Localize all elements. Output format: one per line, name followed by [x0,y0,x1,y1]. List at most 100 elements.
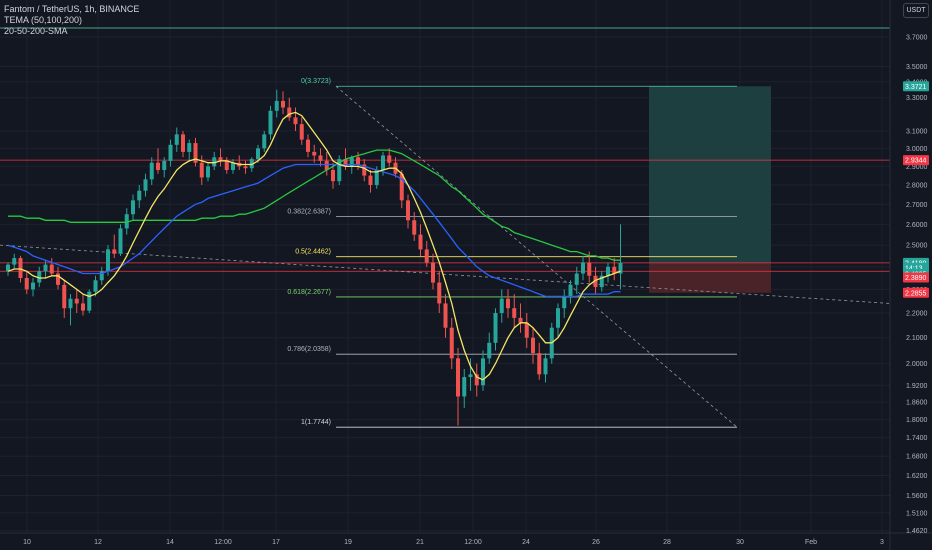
profit-zone[interactable] [649,86,771,263]
price-tag-label: 14:13 [905,265,923,272]
candle-body [606,266,610,276]
candle-body [431,262,435,283]
candle-body [406,200,410,221]
candle-body [174,134,179,145]
time-axis[interactable]: 10 12 14 12:00 17 19 21 12:00 24 26 28 30 Feb 3 [23,539,884,546]
candle-body [43,264,48,272]
candle-body [74,298,79,304]
trend-lines[interactable] [0,85,891,428]
candle-body [487,342,492,359]
candle-body [168,144,173,161]
time-axis-bg[interactable] [0,533,932,550]
candle-body [599,275,604,288]
indicator-sma[interactable]: 20-50-200-SMA [4,26,68,36]
candle-body [593,275,598,288]
price-tag-bg [903,81,929,92]
fib-level-label: 0.618(2.2677) [287,289,331,296]
price-tick-label: 2.7000 [906,202,928,209]
candle-body [287,107,292,118]
candle-body [437,282,442,304]
candle-body [337,159,342,182]
price-tag-bg [903,155,929,166]
price-tick-label: 1.8000 [906,417,928,424]
candle-body [6,264,10,272]
candle-body [31,282,35,290]
candle-body [537,353,542,375]
candle-body [499,298,504,314]
candle-body [381,155,385,171]
candle-body [206,166,210,178]
time-tick-label: 26 [592,539,600,546]
candle-body [412,220,417,235]
candle-body [374,170,379,185]
time-tick-label: 14 [166,539,174,546]
candle-body [162,160,167,171]
price-tag-bg [903,287,929,298]
candle-body [243,166,248,169]
candle-body [462,377,467,397]
price-tick-label: 2.8000 [906,182,928,189]
price-tick-label: 1.6200 [906,473,928,480]
indicator-tema[interactable]: TEMA (50,100,200) [4,15,83,25]
candlesticks [6,89,623,426]
candle-body [331,170,335,182]
price-tick-label: 3.7000 [906,35,928,42]
candle-body [87,291,92,311]
price-tick-label: 1.6800 [906,454,928,461]
trend-line-support [0,244,891,304]
price-tick-label: 2.6000 [906,222,928,229]
fib-level-label: 1(1.7744) [301,419,331,426]
candle-body [143,179,148,191]
candle-body [531,337,535,354]
candle-body [587,262,592,276]
candle-body [124,214,129,229]
price-tag-label: 3.3721 [905,84,927,91]
fib-level-label: 0(3.3723) [301,78,331,85]
candle-body [218,157,223,161]
candle-body [18,258,23,279]
candle-body [68,298,73,309]
candle-body [187,143,192,152]
fib-level-label: 0.5(2.4462) [295,249,331,256]
symbol-title[interactable]: Fantom / TetherUS, 1h, BINANCE [4,4,140,14]
price-tick-label: 2.9000 [906,164,928,171]
candle-body [199,162,204,178]
price-tick-label: 2.5000 [906,243,928,250]
candle-body [12,258,17,265]
candle-body [506,298,510,309]
moving-averages [7,111,621,381]
sma-50-line [7,163,621,298]
candle-body [512,308,517,318]
time-tick-label: 19 [344,539,352,546]
candle-body [249,159,254,169]
loss-zone[interactable] [649,262,771,293]
time-tick-label: 17 [272,539,280,546]
candle-body [37,271,42,283]
time-tick-label: 12 [94,539,102,546]
time-tick-label: 10 [23,539,31,546]
time-tick-label: 21 [416,539,424,546]
currency-selector[interactable]: USDT [903,3,929,18]
candle-body [574,273,579,285]
candle-body [81,303,85,311]
candle-body [131,200,135,215]
horizontal-lines[interactable] [0,159,890,272]
candle-body [556,308,560,328]
price-tick-label: 3.3000 [906,95,928,102]
candle-body [193,143,198,163]
candle-body [481,358,485,386]
candle-body [268,110,273,135]
price-tag-bg [903,272,929,283]
candle-body [137,190,142,201]
price-tag-label: 2.9344 [905,158,927,165]
candle-body [299,124,304,140]
candle-body [618,262,623,274]
candle-body [274,100,279,111]
candle-body [99,271,104,281]
candle-body [356,157,360,165]
candle-body [231,162,235,171]
candle-body [312,151,317,156]
price-tick-label: 3.1000 [906,128,928,135]
fibonacci-retracement[interactable]: 0(3.3723) 0.382(2.6387) 0.5(2.4462) 0.618(2… [287,78,737,428]
